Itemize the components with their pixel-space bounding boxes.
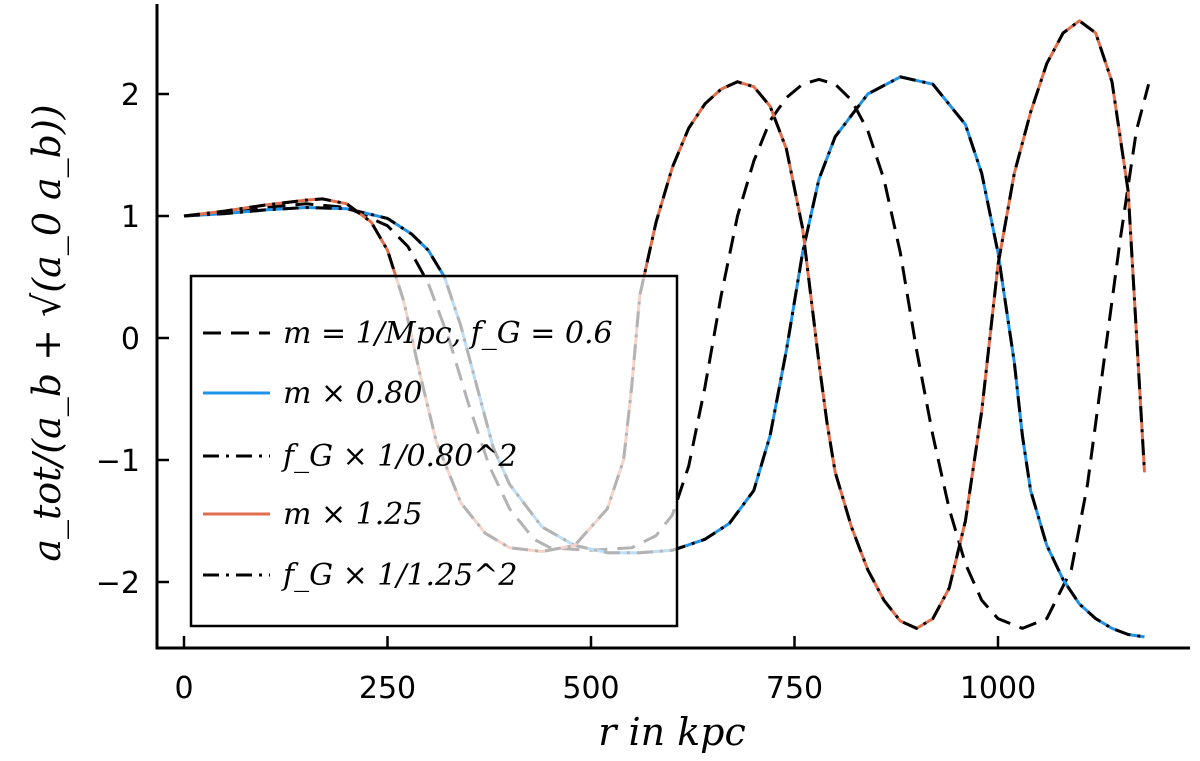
- y-tick-label: 0: [121, 322, 140, 357]
- legend-label-2: m × 0.80: [283, 376, 422, 411]
- x-tick-label: 750: [766, 671, 823, 706]
- y-tick-label: 1: [121, 200, 140, 235]
- legend-label-4: m × 1.25: [283, 497, 422, 532]
- legend-box: [189, 274, 679, 628]
- axis-titles: r in kpc a_tot/(a_b + √(a_0 a_b)): [25, 104, 746, 754]
- legend: m = 1/Mpc, f_G = 0.6 m × 0.80 f_G × 1/0.80…: [189, 274, 679, 628]
- x-tick-label: 0: [174, 671, 193, 706]
- series-line-3: [183, 75, 1145, 639]
- y-tick-label: 2: [121, 78, 140, 113]
- x-tick-label: 250: [359, 671, 416, 706]
- y-tick-label: −2: [96, 566, 140, 601]
- y-axis-title: a_tot/(a_b + √(a_0 a_b)): [25, 104, 70, 561]
- series-line-5: [183, 19, 1146, 630]
- legend-label-1: m = 1/Mpc, f_G = 0.6: [283, 316, 613, 351]
- ticks: 0 250 500 750 1000 −2 −1 0 1 2: [96, 78, 1036, 706]
- x-tick-label: 500: [562, 671, 619, 706]
- legend-label-5: f_G × 1/1.25^2: [281, 558, 518, 593]
- x-tick-label: 1000: [960, 671, 1036, 706]
- y-tick-label: −1: [96, 444, 140, 479]
- legend-label-3: f_G × 1/0.80^2: [281, 439, 518, 474]
- axes: [155, 4, 1190, 650]
- x-axis-title: r in kpc: [598, 710, 746, 754]
